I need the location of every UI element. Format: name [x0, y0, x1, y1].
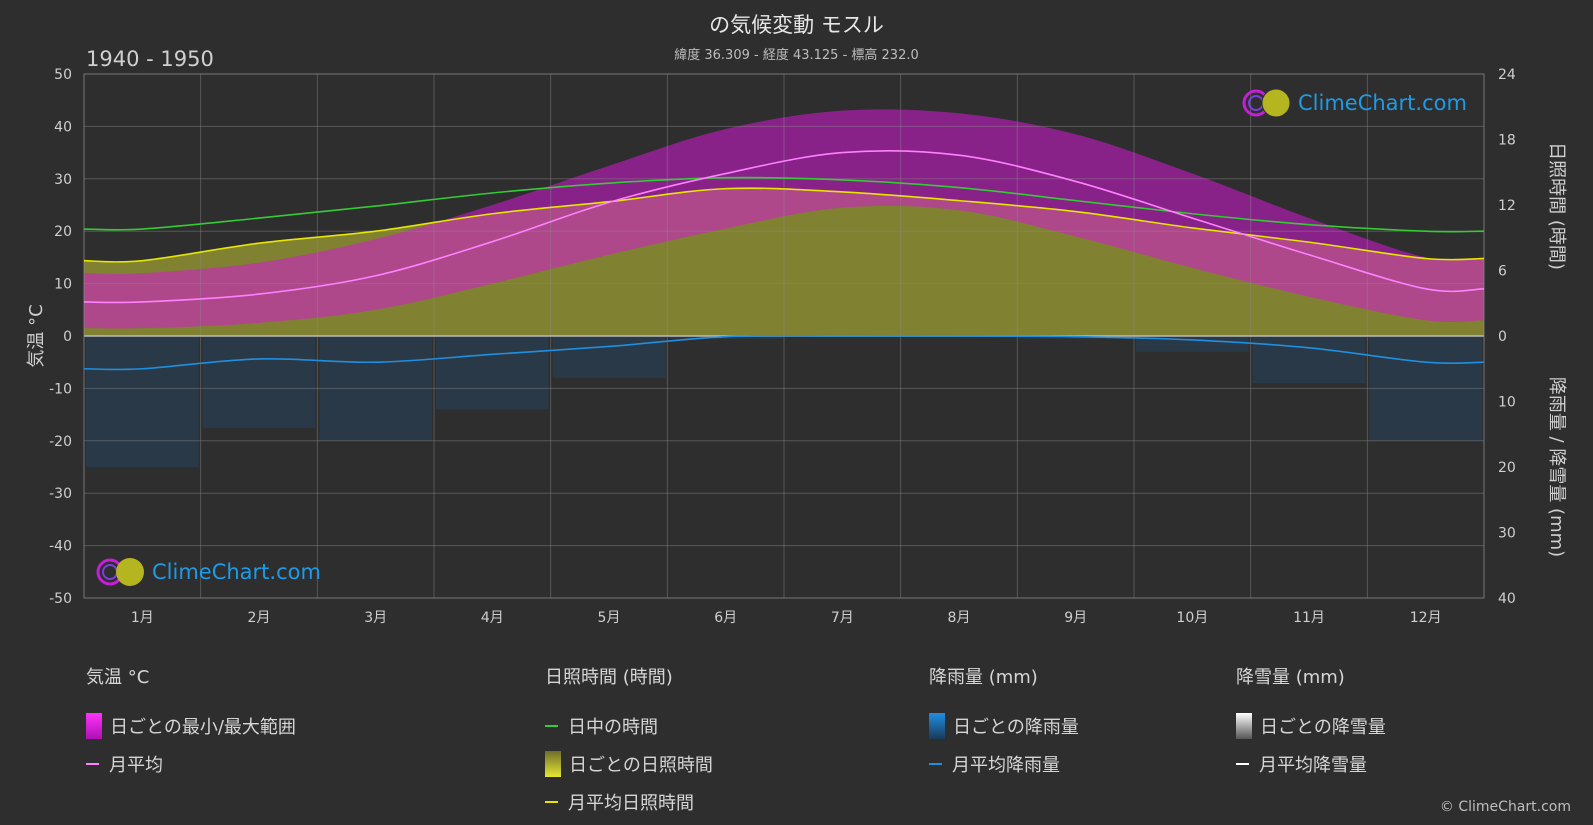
rain-bar [1369, 336, 1482, 441]
x-tick-label: 10月 [1176, 610, 1208, 626]
y-tick-label-left: -10 [49, 381, 72, 397]
logo-bottom-left: ClimeChart.com [94, 556, 321, 588]
sunshine-swatch [545, 751, 561, 777]
x-tick-label: 6月 [714, 610, 737, 626]
y-tick-label-right-top: 24 [1498, 67, 1516, 83]
y-tick-label-right-top: 12 [1498, 198, 1516, 214]
chart-title: の気候変動 モスル [709, 13, 884, 37]
legend-item: 月平均 [86, 745, 296, 783]
y-axis-label-right-top: 日照時間 (時間) [1546, 142, 1567, 270]
x-tick-label: 4月 [481, 610, 504, 626]
legend-item: 日中の時間 [545, 707, 713, 745]
legend-label: 月平均 [109, 755, 163, 776]
logo-text: ClimeChart.com [1298, 91, 1467, 115]
legend-label: 日ごとの日照時間 [569, 755, 713, 776]
rain-bar [436, 336, 549, 410]
temp-range-swatch [86, 713, 102, 739]
logo-text: ClimeChart.com [152, 560, 321, 584]
y-tick-label-left: 30 [54, 172, 72, 188]
legend-label: 月平均日照時間 [568, 793, 694, 814]
y-tick-label-right-top: 18 [1498, 133, 1516, 149]
y-axis-label-left: 気温 °C [26, 304, 47, 367]
chart-fills [84, 109, 1484, 467]
daylight-line [83, 176, 1485, 233]
rain-bar [1136, 336, 1249, 352]
y-tick-label-left: 20 [54, 224, 72, 240]
y-tick-label-right-top: 6 [1498, 264, 1507, 280]
rain-bar [202, 336, 316, 428]
y-tick-label-right-bottom: 40 [1498, 591, 1516, 607]
legend-label: 日中の時間 [568, 717, 658, 738]
chart-subtitle: 緯度 36.309 - 経度 43.125 - 標高 232.0 [674, 48, 919, 63]
y-axis-label-right-bottom: 降雨量 / 降雪量 (mm) [1546, 377, 1567, 557]
y-tick-label-left: 10 [54, 277, 72, 293]
chart-ticks: 50 40 30 20 10 0 -10 -20 -30 -40 -50 24 18 12 6 0 10 20 30… [49, 67, 1516, 626]
legend-rain: 降雨量 (mm) 日ごとの降雨量 月平均降雨量 [929, 663, 1079, 783]
x-tick-label: 7月 [831, 610, 854, 626]
plot-border [83, 73, 1485, 599]
climechart-logo-icon [1242, 88, 1291, 118]
y-tick-label-right-bottom: 30 [1498, 526, 1516, 542]
x-tick-label: 11月 [1293, 610, 1325, 626]
temperature-mean-line [83, 150, 1485, 304]
sunshine-mean-swatch [545, 801, 558, 803]
x-tick-label: 9月 [1064, 610, 1087, 626]
x-tick-label: 5月 [598, 610, 621, 626]
legend-item: 月平均降雪量 [1236, 745, 1386, 783]
rain-swatch [929, 713, 945, 739]
rain-mean-swatch [929, 763, 942, 765]
legend-heading: 気温 °C [86, 667, 150, 688]
y-tick-label-left: -50 [49, 591, 72, 607]
legend-item: 日ごとの日照時間 [545, 745, 713, 783]
legend-label: 月平均降雪量 [1259, 755, 1367, 776]
y-tick-label-right-bottom: 10 [1498, 395, 1516, 411]
rain-mean-line [83, 334, 1485, 371]
chart-lines [83, 150, 1485, 371]
x-tick-label: 2月 [248, 610, 271, 626]
y-tick-label-left: -20 [49, 434, 72, 450]
snow-swatch [1236, 713, 1252, 739]
y-tick-label-left: -30 [49, 486, 72, 502]
legend-item: 月平均降雨量 [929, 745, 1079, 783]
x-tick-label: 12月 [1410, 610, 1442, 626]
legend-heading: 日照時間 (時間) [545, 667, 673, 688]
x-tick-label: 1月 [131, 610, 154, 626]
y-tick-label-left: -40 [49, 539, 72, 555]
legend-snow: 降雪量 (mm) 日ごとの降雪量 月平均降雪量 [1236, 663, 1386, 783]
period-label: 1940 - 1950 [86, 47, 214, 71]
legend-item: 月平均日照時間 [545, 783, 713, 821]
y-tick-label-left: 40 [54, 119, 72, 135]
rain-bar [1252, 336, 1366, 384]
rain-bar [319, 336, 432, 441]
legend-temperature: 気温 °C 日ごとの最小/最大範囲 月平均 [86, 663, 296, 783]
y-tick-label-left: 50 [54, 67, 72, 83]
temp-mean-swatch [86, 763, 99, 765]
legend-item: 日ごとの降雨量 [929, 707, 1079, 745]
copyright-text: © ClimeChart.com [1439, 799, 1571, 815]
legend-item: 日ごとの最小/最大範囲 [86, 707, 296, 745]
x-tick-label: 3月 [364, 610, 387, 626]
legend-label: 日ごとの降雨量 [953, 717, 1079, 738]
legend-label: 月平均降雨量 [952, 755, 1060, 776]
temperature-range-band [84, 109, 1484, 329]
legend-heading: 降雪量 (mm) [1236, 667, 1345, 688]
daylight-swatch [545, 725, 558, 727]
climechart-logo-icon [96, 558, 144, 586]
legend-item: 日ごとの降雪量 [1236, 707, 1386, 745]
legend-label: 日ごとの降雪量 [1260, 717, 1386, 738]
sunshine-mean-line [83, 187, 1485, 263]
logo-top-right: ClimeChart.com [1240, 87, 1467, 119]
rain-bar [86, 336, 199, 467]
legend-sunshine: 日照時間 (時間) 日中の時間 日ごとの日照時間 月平均日照時間 [545, 663, 713, 821]
y-tick-label-right-top: 0 [1498, 329, 1507, 345]
legend-heading: 降雨量 (mm) [929, 667, 1038, 688]
y-tick-label-left: 0 [63, 329, 72, 345]
legend-label: 日ごとの最小/最大範囲 [110, 717, 296, 738]
x-tick-label: 8月 [948, 610, 971, 626]
snow-mean-swatch [1236, 763, 1249, 765]
y-tick-label-right-bottom: 20 [1498, 460, 1516, 476]
